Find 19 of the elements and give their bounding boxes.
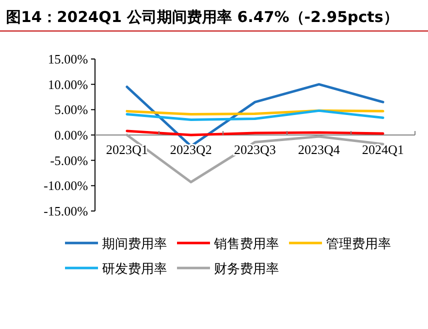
legend-label: 期间费用率 <box>102 236 167 252</box>
x-tick-label: 2023Q2 <box>170 142 212 157</box>
x-tick-label: 2023Q1 <box>106 142 148 157</box>
y-tick-label: -15.00% <box>44 204 88 219</box>
x-tick-label: 2023Q3 <box>234 142 276 157</box>
legend-label: 销售费用率 <box>213 236 279 252</box>
x-tick-label: 2024Q1 <box>362 142 404 157</box>
y-tick-label: -5.00% <box>50 152 88 168</box>
legend-label: 研发费用率 <box>102 261 167 277</box>
y-tick-label: 15.00% <box>48 52 88 67</box>
legend-label: 管理费用率 <box>326 236 391 252</box>
chart-title: 图14：2024Q1 公司期间费用率 6.47%（-2.95pcts） <box>6 8 398 26</box>
line-series <box>126 109 384 122</box>
x-tick-label: 2023Q4 <box>298 142 340 157</box>
y-tick-label: 10.00% <box>48 76 88 92</box>
y-tick-label: 5.00% <box>54 102 88 118</box>
y-tick-label: 0.00% <box>54 128 88 143</box>
y-tick-label: -10.00% <box>44 178 88 194</box>
legend-label: 财务费用率 <box>214 261 279 277</box>
